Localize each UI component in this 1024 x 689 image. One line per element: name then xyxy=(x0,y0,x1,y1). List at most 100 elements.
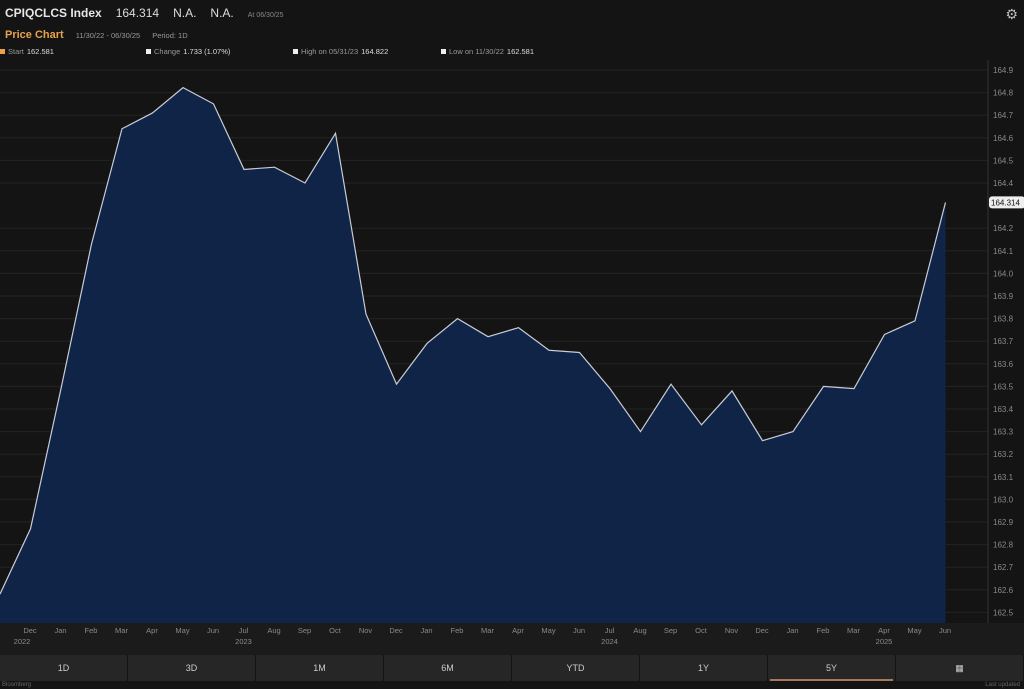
y-tick-label: 163.8 xyxy=(993,315,1014,324)
y-tick-label: 164.0 xyxy=(993,269,1014,278)
x-tick-label: Apr xyxy=(878,626,890,635)
y-tick-label: 164.8 xyxy=(993,89,1014,98)
settings-gear-icon[interactable]: ⚙ xyxy=(1005,6,1018,22)
x-tick-label: Nov xyxy=(725,626,739,635)
x-tick-label: Aug xyxy=(267,626,280,635)
price-chart: 164.9 164.8 164.7 164.6 164.5 164.4 164.2 164.1… xyxy=(0,60,1024,655)
legend-label: High on 05/31/23 xyxy=(301,47,359,56)
change-marker-icon xyxy=(146,49,151,54)
footer-updated: Last updated xyxy=(985,682,1020,688)
x-year-label: 2025 xyxy=(876,637,893,646)
x-tick-label: Dec xyxy=(23,626,37,635)
tab-ytd[interactable]: YTD xyxy=(512,655,640,681)
x-year-label: 2023 xyxy=(235,637,252,646)
y-tick-label: 163.4 xyxy=(993,405,1014,414)
period: Period: 1D xyxy=(152,31,188,40)
x-tick-label: Oct xyxy=(329,626,342,635)
y-tick-label: 164.6 xyxy=(993,134,1014,143)
x-tick-label: Jan xyxy=(786,626,798,635)
legend-value: 162.581 xyxy=(506,47,535,56)
chart-title: Price Chart xyxy=(5,29,64,41)
legend-label: Low on 11/30/22 xyxy=(449,47,504,56)
x-tick-label: Feb xyxy=(85,626,98,635)
y-tick-label: 163.9 xyxy=(993,292,1014,301)
y-tick-label: 163.2 xyxy=(993,450,1014,459)
x-tick-label: Feb xyxy=(817,626,830,635)
footer-source: Bloomberg xyxy=(2,682,32,688)
y-tick-label: 162.9 xyxy=(993,518,1014,527)
high-marker-icon xyxy=(293,49,298,54)
tab-6m[interactable]: 6M xyxy=(384,655,512,681)
x-tick-label: Mar xyxy=(481,626,494,635)
change-1: N.A. xyxy=(173,6,197,20)
y-tick-label: 163.5 xyxy=(993,382,1014,391)
tab-1y[interactable]: 1Y xyxy=(640,655,768,681)
y-tick-label: 164.4 xyxy=(993,179,1014,188)
legend-high: High on 05/31/23 164.822 xyxy=(293,47,388,56)
legend-value: 162.581 xyxy=(26,47,54,56)
x-year-label: 2022 xyxy=(14,637,31,646)
x-tick-label: Sep xyxy=(298,626,311,635)
x-tick-label: Nov xyxy=(359,626,373,635)
legend-change: Change 1.733 (1.07%) xyxy=(146,47,230,56)
start-marker-icon xyxy=(0,49,5,54)
y-tick-label: 164.5 xyxy=(993,156,1014,165)
x-tick-label: Mar xyxy=(847,626,860,635)
x-tick-label: Jun xyxy=(207,626,219,635)
subheader: Price Chart 11/30/22 - 06/30/25 Period: … xyxy=(5,29,188,41)
tab-1m[interactable]: 1M xyxy=(256,655,384,681)
tab-3d[interactable]: 3D xyxy=(128,655,256,681)
legend-label: Start xyxy=(8,47,24,56)
x-tick-label: Jan xyxy=(420,626,432,635)
last-price: 164.314 xyxy=(115,6,160,20)
y-tick-label: 162.6 xyxy=(993,586,1014,595)
price-line xyxy=(0,86,947,595)
x-tick-label: Feb xyxy=(451,626,464,635)
x-tick-label: May xyxy=(907,626,921,635)
calendar-icon[interactable]: ▦ xyxy=(896,655,1024,681)
as-of: At 06/30/25 xyxy=(247,12,284,19)
header: CPIQCLCS Index 164.314 N.A. N.A. At 06/3… xyxy=(5,6,284,20)
period-tabs: 1D 3D 1M 6M YTD 1Y 5Y ▦ xyxy=(0,655,1024,681)
legend-value: 164.822 xyxy=(361,47,389,56)
x-tick-label: May xyxy=(175,626,189,635)
x-tick-label: Sep xyxy=(664,626,677,635)
y-tick-label: 163.1 xyxy=(993,473,1014,482)
y-tick-label: 162.5 xyxy=(993,608,1014,617)
x-tick-label: May xyxy=(541,626,555,635)
y-tick-label: 163.7 xyxy=(993,337,1014,346)
tab-1d[interactable]: 1D xyxy=(0,655,128,681)
x-tick-label: Jun xyxy=(573,626,585,635)
tab-5y[interactable]: 5Y xyxy=(768,655,896,681)
x-tick-label: Dec xyxy=(755,626,769,635)
x-tick-label: Apr xyxy=(146,626,158,635)
change-2: N.A. xyxy=(210,6,234,20)
area-fill xyxy=(0,87,946,624)
y-tick-label: 164.2 xyxy=(993,224,1014,233)
x-tick-label: Jul xyxy=(605,626,615,635)
x-tick-label: Dec xyxy=(389,626,403,635)
legend-start: Start 162.581 xyxy=(0,47,54,56)
x-tick-label: Mar xyxy=(115,626,128,635)
last-price-tag xyxy=(989,196,1024,209)
x-tick-label: Jun xyxy=(939,626,951,635)
y-tick-label: 163.0 xyxy=(993,495,1014,504)
x-year-label: 2024 xyxy=(601,637,618,646)
x-axis-band xyxy=(0,623,1024,655)
x-tick-label: Jan xyxy=(54,626,66,635)
y-tick-label: 162.7 xyxy=(993,563,1014,572)
y-tick-label: 164.1 xyxy=(993,247,1014,256)
ticker: CPIQCLCS Index xyxy=(5,6,102,20)
date-range: 11/30/22 - 06/30/25 xyxy=(75,31,141,40)
x-tick-label: Apr xyxy=(512,626,524,635)
legend-low: Low on 11/30/22 162.581 xyxy=(441,47,534,56)
y-tick-label: 162.8 xyxy=(993,541,1014,550)
y-tick-label: 164.7 xyxy=(993,111,1014,120)
x-tick-label: Jul xyxy=(239,626,249,635)
y-tick-label: 163.6 xyxy=(993,360,1014,369)
x-tick-label: Oct xyxy=(695,626,708,635)
y-tick-label: 164.9 xyxy=(993,66,1014,75)
legend-label: Change xyxy=(154,47,181,56)
low-marker-icon xyxy=(441,49,446,54)
y-tick-label: 163.3 xyxy=(993,428,1014,437)
